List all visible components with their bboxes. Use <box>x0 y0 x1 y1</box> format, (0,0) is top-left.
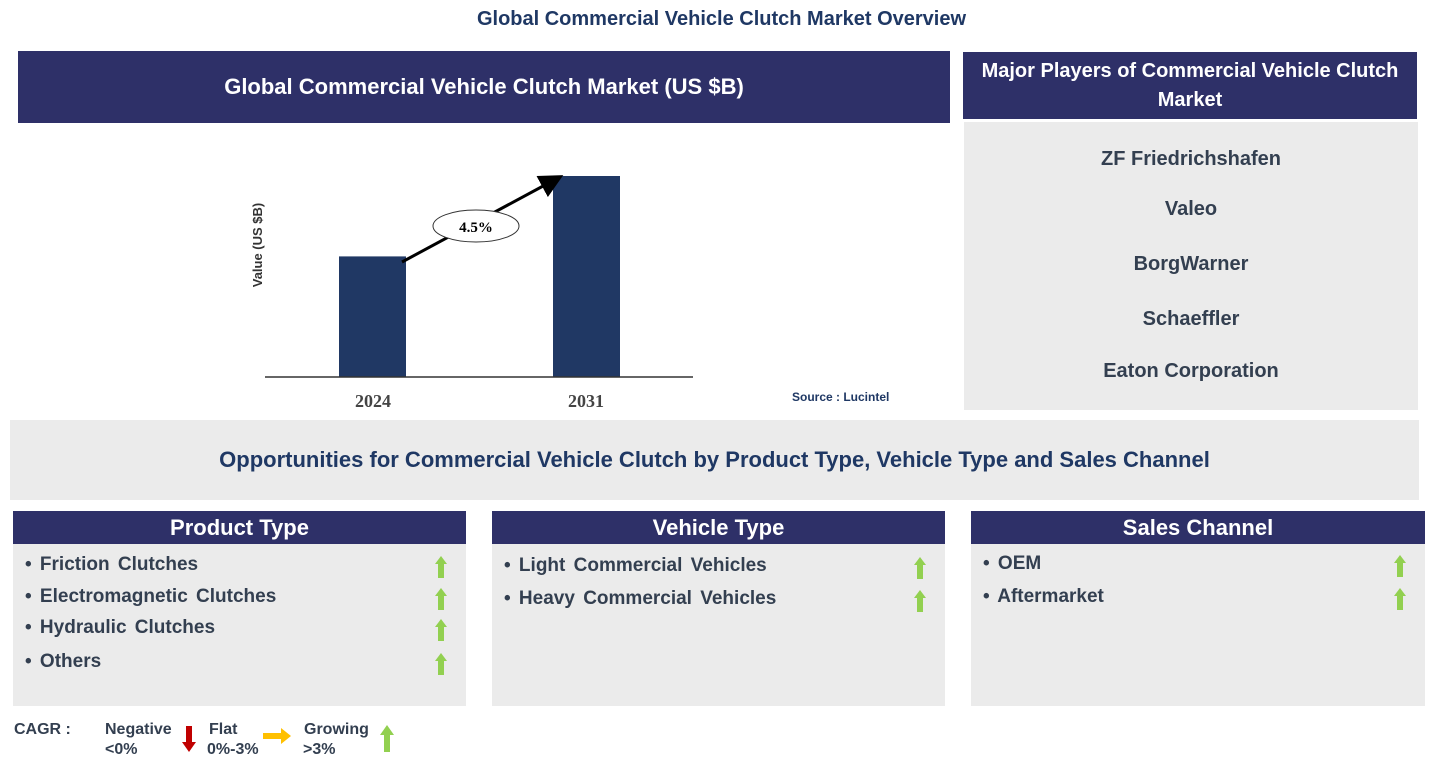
player-item: Schaeffler <box>1142 308 1240 330</box>
segment-body: • OEM • Aftermarket <box>971 544 1425 706</box>
segment-header: Sales Channel <box>971 511 1425 544</box>
down-arrow-icon <box>182 726 196 752</box>
x-tick-label: 2024 <box>355 391 391 411</box>
bar-2024 <box>339 256 406 377</box>
up-arrow-icon <box>435 556 447 578</box>
cagr-label: 4.5% <box>459 220 493 236</box>
up-arrow-icon <box>914 557 926 579</box>
y-axis-label: Value (US $B) <box>250 203 265 288</box>
cagr-bubble <box>432 209 520 243</box>
legend-flat: Flat <box>209 721 238 738</box>
up-arrow-icon <box>435 619 447 641</box>
segment-item: • Friction Clutches <box>25 554 199 575</box>
players-header: Major Players of Commercial Vehicle Clut… <box>963 52 1417 119</box>
chart-header: Global Commercial Vehicle Clutch Market … <box>18 51 950 123</box>
player-item: ZF Friedrichshafen <box>1100 148 1282 170</box>
segment-body: • Friction Clutches • Electromagnetic Clu… <box>13 544 466 706</box>
bar-chart: Value (US $B) 4.5% 2024 2031 Source : Lu… <box>250 175 889 411</box>
segment-header: Vehicle Type <box>492 511 945 544</box>
legend-growing-range: >3% <box>303 741 336 758</box>
segment-item: • OEM <box>983 553 1042 574</box>
player-item: Eaton Corporation <box>1103 360 1279 382</box>
player-item: BorgWarner <box>1133 253 1249 275</box>
up-arrow-icon <box>914 590 926 612</box>
up-arrow-icon <box>435 588 447 610</box>
segment-item: • Heavy Commercial Vehicles <box>504 588 777 609</box>
up-arrow-icon <box>380 725 394 752</box>
segment-item: • Aftermarket <box>983 586 1104 607</box>
x-tick-label: 2031 <box>568 391 604 411</box>
players-list: ZF Friedrichshafen Valeo BorgWarner Scha… <box>964 122 1418 410</box>
page-title: Global Commercial Vehicle Clutch Market … <box>476 8 967 30</box>
legend-flat-range: 0%-3% <box>207 741 259 758</box>
segment-header: Product Type <box>13 511 466 544</box>
legend-growing: Growing <box>304 721 369 738</box>
source-note: Source : Lucintel <box>792 390 889 404</box>
up-arrow-icon <box>435 653 447 675</box>
right-arrow-icon <box>263 728 291 744</box>
up-arrow-icon <box>1394 588 1406 610</box>
legend-label: CAGR : <box>14 721 71 738</box>
segment-body: • Light Commercial Vehicles • Heavy Comme… <box>492 544 945 706</box>
opportunities-banner: Opportunities for Commercial Vehicle Clu… <box>10 420 1419 500</box>
segment-item: • Electromagnetic Clutches <box>25 586 277 607</box>
segment-item: • Others <box>25 651 102 672</box>
segment-item: • Light Commercial Vehicles <box>504 555 767 576</box>
segment-item: • Hydraulic Clutches <box>25 617 216 638</box>
legend-negative-range: <0% <box>105 741 138 758</box>
legend-negative: Negative <box>105 721 172 738</box>
player-item: Valeo <box>1164 198 1218 220</box>
up-arrow-icon <box>1394 555 1406 577</box>
bar-2031 <box>553 176 620 377</box>
